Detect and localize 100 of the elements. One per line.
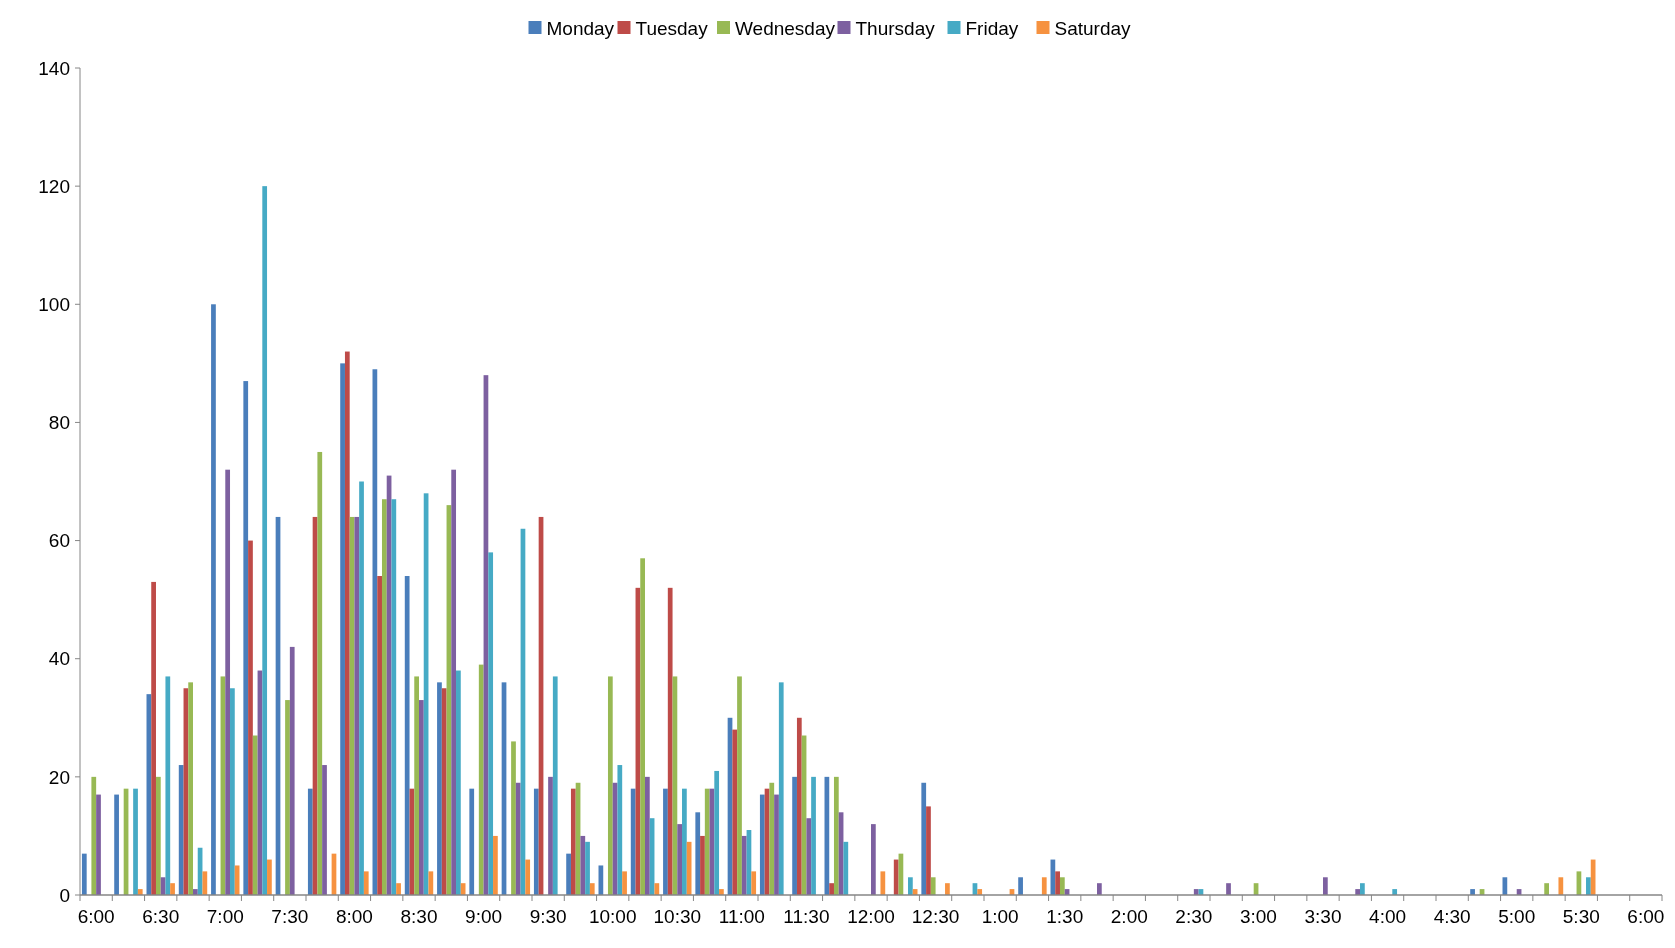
legend-label: Thursday xyxy=(855,17,936,39)
y-tick-label: 100 xyxy=(38,293,70,315)
bar xyxy=(926,806,931,895)
bar xyxy=(921,782,927,895)
bar xyxy=(225,469,231,895)
bar xyxy=(404,576,410,895)
bar xyxy=(363,871,369,895)
x-tick-label: 2:30 xyxy=(1175,906,1213,927)
bar xyxy=(640,558,645,895)
bar xyxy=(248,540,253,895)
bar xyxy=(1360,883,1365,895)
bar xyxy=(428,871,434,895)
bar xyxy=(774,794,779,895)
bar xyxy=(714,770,720,895)
y-tick-label: 80 xyxy=(48,412,70,434)
bar xyxy=(829,883,834,895)
x-tick-label: 12:00 xyxy=(847,906,895,927)
bar xyxy=(1041,877,1047,895)
bar xyxy=(396,883,401,895)
bar xyxy=(307,788,313,895)
bar xyxy=(202,871,208,895)
bar xyxy=(441,688,447,895)
bar xyxy=(769,782,775,895)
x-tick-label: 10:00 xyxy=(588,906,637,927)
bar xyxy=(700,835,705,895)
x-tick-label: 9:00 xyxy=(465,906,503,927)
bar xyxy=(704,788,710,895)
bar xyxy=(340,363,345,895)
x-tick-label: 8:00 xyxy=(335,906,373,927)
x-tick-label: 1:30 xyxy=(1046,906,1084,927)
bar xyxy=(377,576,382,895)
bar xyxy=(622,871,627,895)
bar xyxy=(289,646,295,895)
x-tick-label: 4:30 xyxy=(1433,906,1471,927)
bar xyxy=(188,682,193,895)
x-tick-label: 7:30 xyxy=(271,906,309,927)
bar xyxy=(732,729,738,895)
bar xyxy=(548,776,553,895)
bar xyxy=(607,676,613,895)
bar xyxy=(806,818,812,895)
bar xyxy=(1323,877,1328,895)
bar xyxy=(515,782,521,895)
legend-label: Friday xyxy=(965,17,1019,39)
bar xyxy=(759,794,765,895)
bar xyxy=(908,877,913,895)
x-tick-label: 8:30 xyxy=(400,906,438,927)
bar xyxy=(317,451,323,895)
bar xyxy=(359,481,364,895)
bar xyxy=(1059,877,1065,895)
bar xyxy=(151,581,156,895)
bar xyxy=(262,186,268,895)
bar xyxy=(211,304,216,895)
bar xyxy=(741,835,747,895)
bar xyxy=(751,871,757,895)
legend-label: Wednesday xyxy=(735,17,836,39)
bar xyxy=(893,859,899,895)
x-tick-label: 11:30 xyxy=(783,906,830,927)
bar xyxy=(525,859,531,895)
x-tick-label: 5:00 xyxy=(1498,906,1536,927)
y-tick-label: 140 xyxy=(38,57,70,79)
x-tick-label: 5:30 xyxy=(1562,906,1600,927)
bar xyxy=(488,552,494,895)
bar xyxy=(322,765,327,895)
legend-label: Saturday xyxy=(1054,17,1132,39)
bar xyxy=(663,788,668,895)
bar xyxy=(114,794,119,895)
bar xyxy=(1055,871,1060,895)
bar xyxy=(511,741,516,895)
bar xyxy=(170,883,175,895)
bar xyxy=(654,883,660,895)
bar xyxy=(165,676,171,895)
y-tick-label: 0 xyxy=(59,884,70,906)
bar xyxy=(695,812,701,895)
bar xyxy=(667,587,673,895)
x-tick-label: 2:00 xyxy=(1110,906,1148,927)
bar xyxy=(533,788,539,895)
bar xyxy=(1018,877,1023,895)
bar xyxy=(437,682,442,895)
bar xyxy=(252,735,258,895)
bar xyxy=(617,765,623,895)
y-tick-label: 60 xyxy=(48,530,70,552)
bar xyxy=(354,516,360,895)
bar xyxy=(871,824,876,895)
x-tick-label: 6:30 xyxy=(142,906,180,927)
bar xyxy=(267,859,272,895)
bar xyxy=(414,676,419,895)
bar xyxy=(945,883,950,895)
bar xyxy=(645,776,650,895)
bar xyxy=(456,670,461,895)
bar xyxy=(478,664,484,895)
x-tick-label: 1:00 xyxy=(981,906,1019,927)
bar xyxy=(630,788,636,895)
x-tick-label: 3:00 xyxy=(1239,906,1277,927)
bar xyxy=(178,765,184,895)
bar xyxy=(677,824,683,895)
bar xyxy=(469,788,475,895)
bar xyxy=(96,794,101,895)
bar xyxy=(391,499,397,895)
legend-label: Tuesday xyxy=(635,17,709,39)
bar xyxy=(451,469,457,895)
